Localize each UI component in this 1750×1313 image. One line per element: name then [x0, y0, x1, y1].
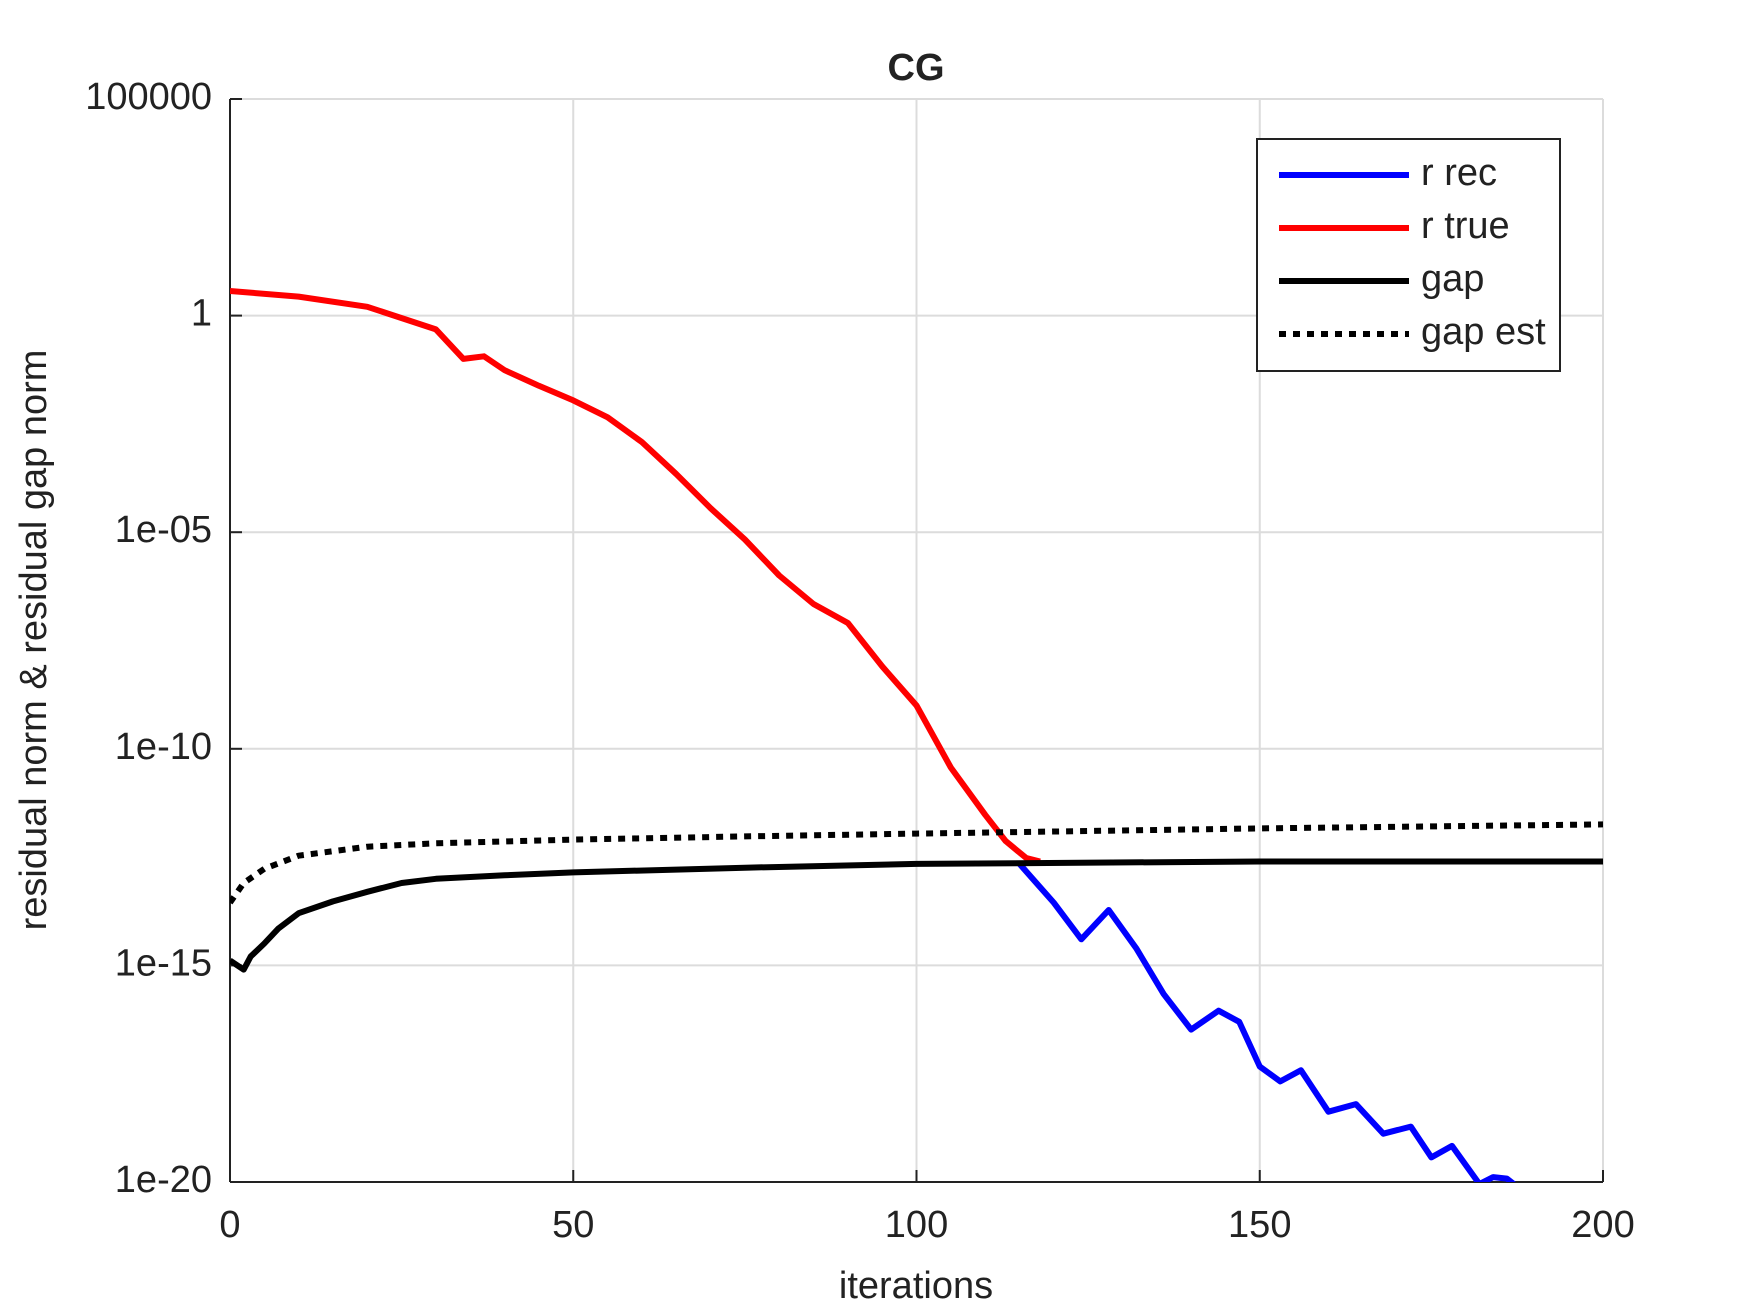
x-tick-label: 50: [552, 1204, 594, 1246]
y-tick-label: 1e-05: [115, 509, 212, 551]
legend-label: r rec: [1421, 152, 1497, 194]
x-tick-label: 150: [1228, 1204, 1291, 1246]
plot-area: [230, 288, 1603, 1182]
x-axis-label: iterations: [839, 1265, 993, 1307]
series-line: [230, 821, 1603, 905]
x-tick-label: 100: [885, 1204, 948, 1246]
chart-title: CG: [888, 47, 945, 89]
y-tick-label: 1e-10: [115, 726, 212, 768]
series-line: [230, 858, 1603, 973]
series-line: [230, 288, 1041, 865]
legend-label: r true: [1421, 205, 1510, 247]
y-tick-label: 1: [191, 293, 212, 335]
legend-label: gap: [1421, 258, 1484, 300]
y-tick-label: 1e-20: [115, 1159, 212, 1201]
series-line: [1017, 861, 1516, 1182]
x-tick-label: 200: [1571, 1204, 1634, 1246]
legend-label: gap est: [1421, 311, 1546, 353]
y-tick-label: 1e-15: [115, 942, 212, 984]
x-tick-label: 0: [219, 1204, 240, 1246]
y-axis-label: residual norm & residual gap norm: [13, 350, 55, 931]
y-tick-label: 100000: [85, 76, 212, 118]
